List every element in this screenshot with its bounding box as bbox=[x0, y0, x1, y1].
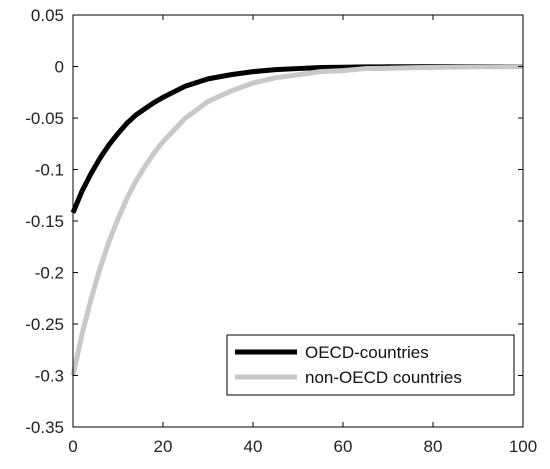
legend: OECD-countries non-OECD countries bbox=[226, 334, 515, 396]
x-tick-label: 80 bbox=[424, 437, 443, 456]
y-tick-label: 0.05 bbox=[31, 6, 64, 25]
y-tick-label: -0.1 bbox=[35, 161, 64, 180]
x-tick-label: 40 bbox=[244, 437, 263, 456]
series-layer bbox=[70, 64, 524, 377]
x-tick-label: 100 bbox=[509, 437, 537, 456]
legend-label-oecd: OECD-countries bbox=[305, 343, 429, 362]
legend-label-non-oecd: non-OECD countries bbox=[305, 368, 462, 387]
y-tick-label: -0.05 bbox=[25, 109, 64, 128]
x-tick-label: 20 bbox=[154, 437, 173, 456]
legend-box bbox=[226, 334, 515, 396]
y-tick-label: -0.2 bbox=[35, 264, 64, 283]
x-tick-label: 0 bbox=[68, 437, 77, 456]
series-line-non-oecd bbox=[70, 64, 524, 377]
x-tick-label: 60 bbox=[334, 437, 353, 456]
y-tick-label: -0.25 bbox=[25, 315, 64, 334]
y-tick-label: -0.15 bbox=[25, 212, 64, 231]
tick-layer: 0 20 40 60 80 100 0.05 0 -0.05 -0.1 -0.15 -0.2 -0.25… bbox=[25, 6, 537, 456]
y-tick-label: -0.3 bbox=[35, 367, 64, 386]
y-tick-label: -0.35 bbox=[25, 418, 64, 437]
y-tick-label: 0 bbox=[55, 58, 64, 77]
